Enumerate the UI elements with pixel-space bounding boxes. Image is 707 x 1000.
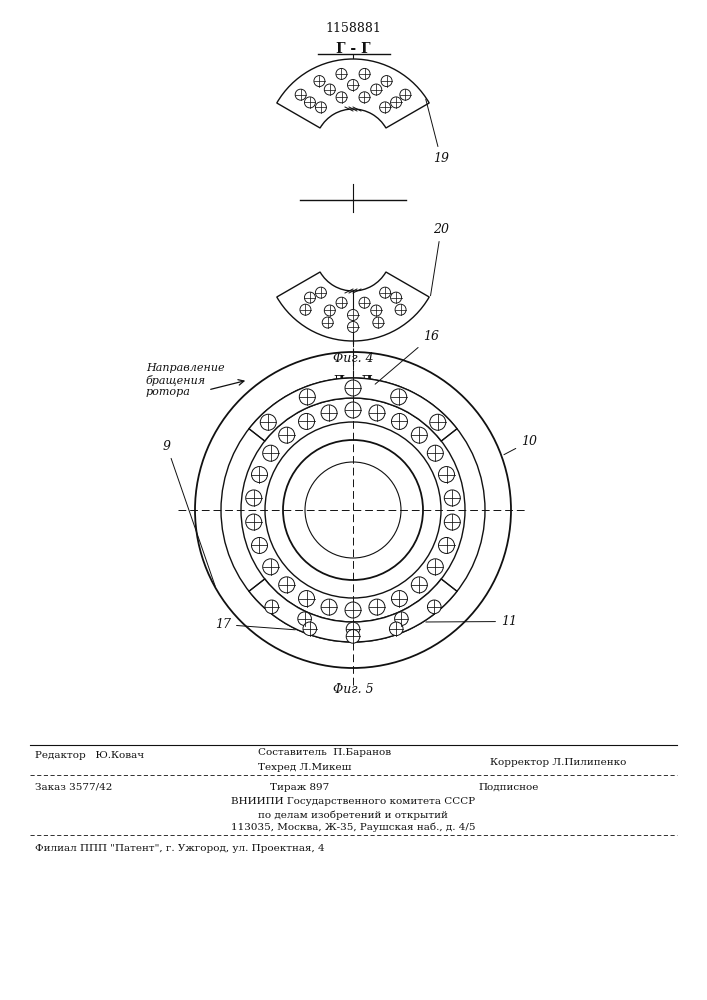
- Circle shape: [346, 630, 360, 643]
- Circle shape: [279, 427, 295, 443]
- Circle shape: [390, 292, 402, 303]
- Circle shape: [299, 389, 315, 405]
- Text: Г - Г: Г - Г: [336, 42, 370, 56]
- Circle shape: [438, 467, 455, 483]
- Circle shape: [427, 445, 443, 461]
- Circle shape: [392, 591, 407, 607]
- Circle shape: [373, 317, 384, 328]
- Circle shape: [345, 602, 361, 618]
- Circle shape: [390, 97, 402, 108]
- Circle shape: [336, 92, 347, 103]
- Circle shape: [430, 414, 445, 430]
- Circle shape: [325, 305, 335, 316]
- Circle shape: [252, 537, 267, 553]
- Text: Д - Д: Д - Д: [333, 374, 373, 388]
- Wedge shape: [276, 272, 429, 341]
- Circle shape: [298, 591, 315, 607]
- Circle shape: [348, 322, 358, 332]
- Circle shape: [427, 559, 443, 575]
- Circle shape: [369, 599, 385, 615]
- Text: ВНИИПИ Государственного комитета СССР: ВНИИПИ Государственного комитета СССР: [231, 797, 475, 806]
- Wedge shape: [249, 579, 457, 642]
- Circle shape: [390, 622, 403, 636]
- Circle shape: [381, 76, 392, 87]
- Circle shape: [265, 600, 279, 614]
- Text: 113035, Москва, Ж-35, Раушская наб., д. 4/5: 113035, Москва, Ж-35, Раушская наб., д. …: [230, 823, 475, 832]
- Text: 16: 16: [375, 330, 439, 384]
- Text: 10: 10: [504, 435, 537, 455]
- Circle shape: [395, 304, 406, 315]
- Circle shape: [370, 84, 382, 95]
- Text: Составитель  П.Баранов: Составитель П.Баранов: [258, 748, 391, 757]
- Text: Филиал ППП "Патент", г. Ужгород, ул. Проектная, 4: Филиал ППП "Патент", г. Ужгород, ул. Про…: [35, 844, 325, 853]
- Circle shape: [391, 389, 407, 405]
- Circle shape: [325, 84, 335, 95]
- Circle shape: [305, 97, 315, 108]
- Circle shape: [348, 80, 358, 91]
- Circle shape: [322, 317, 333, 328]
- Text: Направление
бращения
ротора: Направление бращения ротора: [146, 363, 224, 397]
- Circle shape: [392, 413, 407, 429]
- Circle shape: [298, 612, 311, 626]
- Text: Редактор   Ю.Ковач: Редактор Ю.Ковач: [35, 751, 144, 760]
- Circle shape: [315, 287, 327, 298]
- Text: Тираж 897: Тираж 897: [270, 783, 329, 792]
- Circle shape: [359, 297, 370, 308]
- Circle shape: [246, 514, 262, 530]
- Circle shape: [246, 490, 262, 506]
- Circle shape: [348, 310, 358, 320]
- Circle shape: [345, 402, 361, 418]
- Circle shape: [428, 600, 441, 614]
- Circle shape: [321, 405, 337, 421]
- Circle shape: [346, 622, 360, 636]
- Circle shape: [411, 427, 427, 443]
- Circle shape: [305, 292, 315, 303]
- Text: Техред Л.Микеш: Техред Л.Микеш: [258, 763, 351, 772]
- Text: Φиг. 5: Φиг. 5: [333, 683, 373, 696]
- Circle shape: [300, 304, 311, 315]
- Circle shape: [303, 622, 317, 636]
- Circle shape: [336, 297, 347, 308]
- Circle shape: [315, 102, 327, 113]
- Text: по делам изобретений и открытий: по делам изобретений и открытий: [258, 810, 448, 820]
- Circle shape: [444, 490, 460, 506]
- Text: 20: 20: [431, 223, 449, 296]
- Circle shape: [296, 89, 306, 100]
- Circle shape: [314, 76, 325, 87]
- Circle shape: [395, 612, 408, 626]
- Circle shape: [359, 92, 370, 103]
- Text: Корректор Л.Пилипенко: Корректор Л.Пилипенко: [490, 758, 626, 767]
- Circle shape: [380, 102, 390, 113]
- Circle shape: [444, 514, 460, 530]
- Circle shape: [411, 577, 427, 593]
- Text: Заказ 3577/42: Заказ 3577/42: [35, 783, 112, 792]
- Circle shape: [369, 405, 385, 421]
- Circle shape: [252, 467, 267, 483]
- Circle shape: [400, 89, 411, 100]
- Circle shape: [345, 380, 361, 396]
- Circle shape: [263, 445, 279, 461]
- Circle shape: [438, 537, 455, 553]
- Circle shape: [336, 68, 347, 79]
- Circle shape: [279, 577, 295, 593]
- Wedge shape: [276, 59, 429, 128]
- Text: Подписное: Подписное: [478, 783, 538, 792]
- Text: 19: 19: [426, 99, 449, 165]
- Text: 1158881: 1158881: [325, 22, 381, 35]
- Text: 11: 11: [426, 615, 517, 628]
- Text: Φиг. 4: Φиг. 4: [333, 352, 373, 365]
- Text: 17: 17: [215, 618, 296, 631]
- Circle shape: [263, 559, 279, 575]
- Circle shape: [298, 413, 315, 429]
- Circle shape: [380, 287, 390, 298]
- Circle shape: [359, 68, 370, 79]
- Text: 9: 9: [163, 440, 215, 586]
- Circle shape: [321, 599, 337, 615]
- Wedge shape: [249, 378, 457, 441]
- Circle shape: [260, 414, 276, 430]
- Circle shape: [370, 305, 382, 316]
